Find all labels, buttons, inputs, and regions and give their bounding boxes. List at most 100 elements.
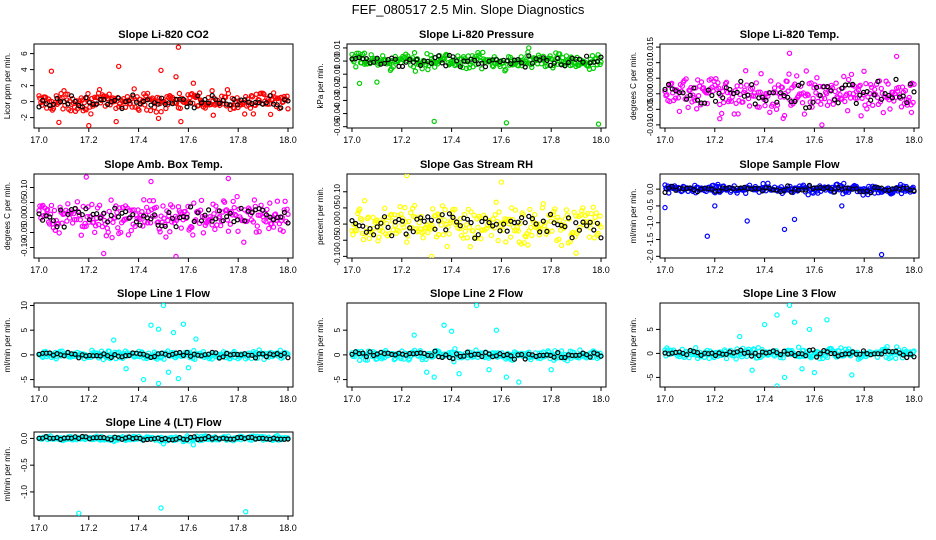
point-10min [770,90,776,96]
point-10min [911,89,917,95]
point-10min [781,348,787,354]
point-2-5min [397,203,403,210]
point-2-5min [870,102,876,109]
point-2-5min [475,49,481,56]
point-10min [705,87,711,93]
x-tick-label: 17.2 [80,523,98,533]
point-2-5min [266,225,272,232]
point-2-5min [675,95,682,101]
point-10min [249,352,255,358]
point-2-5min [70,210,77,217]
point-2-5min [91,94,98,101]
x-tick-label: 17.4 [756,135,774,145]
point-10min [79,104,85,110]
point-2-5min [175,375,182,382]
data-points [36,44,291,128]
point-2-5min [169,204,176,210]
point-2-5min [528,224,534,231]
point-10min [112,205,118,211]
point-10min [587,219,593,225]
y-tick-label: 0.10 [20,179,29,195]
point-10min [227,102,233,108]
point-10min [443,352,449,358]
point-2-5min [428,52,434,59]
point-2-5min [123,366,129,372]
point-2-5min [785,88,791,94]
point-10min [482,64,489,70]
point-10min [515,219,521,225]
point-10min [598,235,604,241]
point-2-5min [893,53,900,60]
x-tick-label: 17.0 [343,135,361,145]
point-2-5min [760,180,766,187]
point-10min [777,351,784,358]
point-2-5min [89,201,95,208]
point-2-5min [110,337,117,343]
point-10min [363,354,369,360]
y-tick-label: -0.01 [333,65,342,84]
y-axis-label: kPa per min. [316,64,325,109]
point-2-5min [116,205,123,211]
point-2-5min [743,67,749,74]
point-2-5min [579,208,585,214]
panel-slope-line-1-flow: Slope Line 1 Flow 17.0 17.2 17.4 17.6 17.8 18.… [3,288,297,404]
point-2-5min [692,97,698,104]
point-2-5min [844,91,850,97]
point-2-5min [698,79,705,85]
point-10min [65,211,71,217]
point-10min [900,93,906,99]
point-2-5min [185,365,192,371]
point-2-5min [256,97,262,103]
x-tick-label: 17.4 [130,523,148,533]
point-2-5min [529,232,535,239]
point-2-5min [83,223,89,229]
y-tick-label: -5 [333,375,342,383]
x-tick-label: 17.8 [229,265,247,275]
point-10min [544,57,550,64]
y-axis-label: ml/min per min. [316,318,325,373]
point-2-5min [557,217,563,224]
point-2-5min [770,101,776,107]
point-10min [904,100,910,106]
point-2-5min [197,207,204,213]
point-2-5min [209,356,215,362]
point-2-5min [685,104,691,111]
x-tick-label: 17.4 [443,135,461,145]
y-tick-label: -0.10 [20,238,29,257]
point-2-5min [350,231,356,238]
point-2-5min [212,226,218,233]
point-10min [191,434,197,440]
point-2-5min [521,240,527,246]
point-10min [432,226,438,232]
point-10min [551,60,557,66]
point-10min [144,97,150,103]
point-2-5min [198,197,205,204]
point-2-5min [753,80,760,86]
point-2-5min [57,204,63,210]
point-10min [151,212,158,218]
point-10min [220,97,226,104]
plot-frame [346,173,607,259]
point-2-5min [173,253,179,258]
x-tick-label: 18.0 [905,394,923,404]
point-10min [745,92,751,98]
point-2-5min [407,356,413,362]
point-10min [468,220,474,226]
point-10min [886,92,892,99]
point-2-5min [63,91,69,97]
point-2-5min [404,239,410,245]
point-10min [450,214,456,220]
point-10min [817,92,823,99]
point-2-5min [48,202,55,209]
point-10min [162,223,168,229]
point-2-5min [563,207,570,213]
point-2-5min [700,84,707,91]
point-2-5min [260,90,266,97]
point-10min [709,350,715,356]
point-10min [792,353,798,359]
point-2-5min [140,376,147,383]
point-10min [709,92,715,99]
point-2-5min [503,120,510,126]
point-2-5min [768,78,774,84]
point-10min [712,352,719,359]
